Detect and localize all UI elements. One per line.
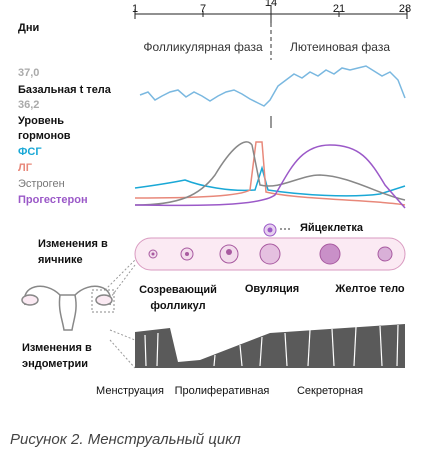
day-tick: 14 xyxy=(264,0,278,9)
legend-fsh: ФСГ xyxy=(18,146,42,158)
egg-nucleus xyxy=(267,227,273,233)
endometrium-label: Изменения в эндометрии xyxy=(22,342,92,370)
day-tick: 28 xyxy=(398,3,412,15)
phase-label: Лютеиновая фаза xyxy=(290,40,390,54)
egg-label: Яйцеклетка xyxy=(300,222,364,234)
oocytes xyxy=(151,249,232,256)
follicles xyxy=(148,243,393,265)
endometrium-stage: Менструация xyxy=(96,385,164,397)
endometrium-glands xyxy=(144,324,399,367)
endometrium-stage: Пролиферативная xyxy=(174,385,270,397)
temp-high: 37,0 xyxy=(18,67,40,79)
ovary-label: Изменения в яичнике xyxy=(38,238,108,266)
lh-curve xyxy=(134,141,406,206)
temperature-curve xyxy=(139,65,406,107)
phase-label: Фолликулярная фаза xyxy=(143,40,263,54)
axis-label: Дни xyxy=(18,22,40,34)
hormones-label: Уровень гормонов xyxy=(18,115,71,142)
ovary-stage: Овуляция xyxy=(244,283,300,295)
endometrium-stage: Секреторная xyxy=(296,385,364,397)
temp-low: 36,2 xyxy=(18,99,40,111)
legend-progesterone: Прогестерон xyxy=(18,194,88,206)
ovary-stage: Желтое тело xyxy=(335,283,405,295)
ovary-stage: Созревающий фолликул xyxy=(139,284,217,312)
caption: Рисунок 2. Менструальный цикл xyxy=(10,431,241,448)
uterus xyxy=(21,285,115,331)
progesterone-curve xyxy=(134,144,406,209)
endometrium xyxy=(135,324,405,368)
axis-ticks xyxy=(134,5,408,23)
day-tick: 21 xyxy=(332,3,346,15)
fsh-curve xyxy=(134,165,406,197)
estrogen-curve xyxy=(134,141,406,206)
day-tick: 7 xyxy=(199,3,207,15)
temp-label: Базальная t тела xyxy=(18,84,111,96)
zoom-lines xyxy=(104,259,136,369)
day-tick: 1 xyxy=(131,3,139,15)
legend-lh: ЛГ xyxy=(18,162,32,174)
legend-estrogen: Эстроген xyxy=(18,178,65,190)
